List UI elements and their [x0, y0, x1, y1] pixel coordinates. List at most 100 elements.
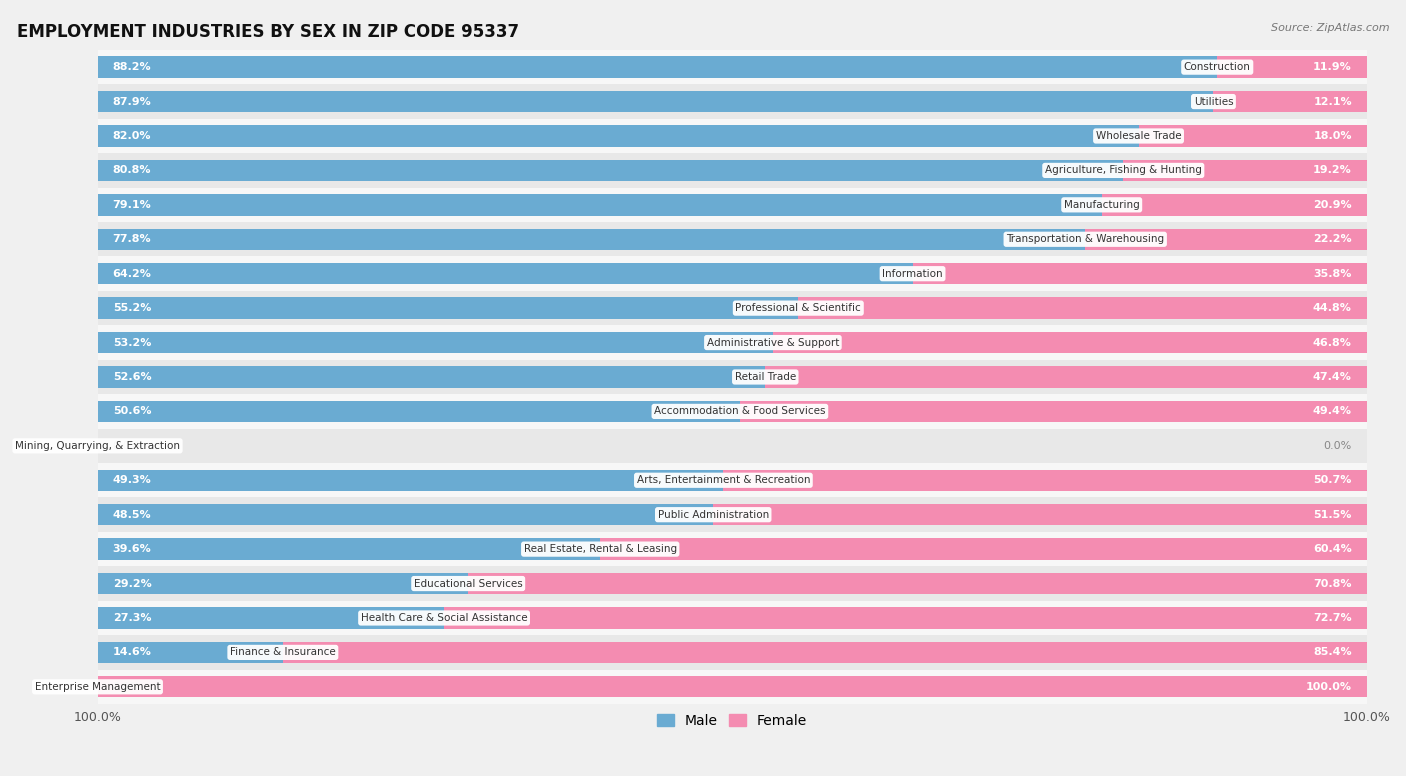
- Text: 70.8%: 70.8%: [1313, 579, 1351, 588]
- Bar: [97, 325, 1367, 360]
- Bar: [600, 539, 1367, 559]
- Bar: [713, 504, 1367, 525]
- Text: 52.6%: 52.6%: [112, 372, 152, 382]
- Text: 0.0%: 0.0%: [112, 441, 141, 451]
- Bar: [97, 194, 1102, 216]
- Bar: [97, 539, 600, 559]
- Text: 53.2%: 53.2%: [112, 338, 150, 348]
- Bar: [97, 497, 1367, 532]
- Text: 60.4%: 60.4%: [1313, 544, 1351, 554]
- Text: 46.8%: 46.8%: [1313, 338, 1351, 348]
- Bar: [97, 91, 1213, 113]
- Bar: [97, 400, 740, 422]
- Bar: [97, 636, 1367, 670]
- Bar: [97, 229, 1085, 250]
- Text: 29.2%: 29.2%: [112, 579, 152, 588]
- Bar: [97, 428, 1367, 463]
- Bar: [468, 573, 1367, 594]
- Bar: [97, 263, 912, 284]
- Bar: [97, 394, 1367, 428]
- Bar: [1213, 91, 1367, 113]
- Bar: [97, 153, 1367, 188]
- Bar: [799, 297, 1367, 319]
- Text: 88.2%: 88.2%: [112, 62, 152, 72]
- Text: EMPLOYMENT INDUSTRIES BY SEX IN ZIP CODE 95337: EMPLOYMENT INDUSTRIES BY SEX IN ZIP CODE…: [17, 23, 519, 41]
- Bar: [97, 57, 1218, 78]
- Bar: [97, 50, 1367, 85]
- Text: 80.8%: 80.8%: [112, 165, 152, 175]
- Text: Transportation & Warehousing: Transportation & Warehousing: [1007, 234, 1164, 244]
- Text: 18.0%: 18.0%: [1313, 131, 1351, 141]
- Text: 35.8%: 35.8%: [1313, 268, 1351, 279]
- Text: Manufacturing: Manufacturing: [1064, 200, 1140, 210]
- Text: 14.6%: 14.6%: [112, 647, 152, 657]
- Bar: [97, 119, 1367, 153]
- Bar: [97, 504, 713, 525]
- Bar: [765, 366, 1367, 388]
- Text: 77.8%: 77.8%: [112, 234, 152, 244]
- Bar: [724, 469, 1367, 491]
- Text: Retail Trade: Retail Trade: [735, 372, 796, 382]
- Text: 44.8%: 44.8%: [1313, 303, 1351, 314]
- Text: Enterprise Management: Enterprise Management: [35, 682, 160, 692]
- Text: Real Estate, Rental & Leasing: Real Estate, Rental & Leasing: [523, 544, 676, 554]
- Text: Health Care & Social Assistance: Health Care & Social Assistance: [361, 613, 527, 623]
- Text: Wholesale Trade: Wholesale Trade: [1095, 131, 1181, 141]
- Text: 50.6%: 50.6%: [112, 407, 152, 417]
- Text: 47.4%: 47.4%: [1313, 372, 1351, 382]
- Bar: [740, 400, 1367, 422]
- Text: Arts, Entertainment & Recreation: Arts, Entertainment & Recreation: [637, 475, 810, 485]
- Text: 12.1%: 12.1%: [1313, 96, 1351, 106]
- Text: Mining, Quarrying, & Extraction: Mining, Quarrying, & Extraction: [15, 441, 180, 451]
- Text: Agriculture, Fishing & Hunting: Agriculture, Fishing & Hunting: [1045, 165, 1202, 175]
- Bar: [444, 608, 1367, 629]
- Bar: [912, 263, 1367, 284]
- Text: Public Administration: Public Administration: [658, 510, 769, 520]
- Text: 79.1%: 79.1%: [112, 200, 152, 210]
- Bar: [97, 366, 765, 388]
- Text: 87.9%: 87.9%: [112, 96, 152, 106]
- Text: 49.3%: 49.3%: [112, 475, 152, 485]
- Text: 100.0%: 100.0%: [1306, 682, 1351, 692]
- Bar: [97, 332, 773, 353]
- Text: Accommodation & Food Services: Accommodation & Food Services: [654, 407, 825, 417]
- Bar: [97, 160, 1123, 181]
- Text: 11.9%: 11.9%: [1313, 62, 1351, 72]
- Text: 64.2%: 64.2%: [112, 268, 152, 279]
- Text: 27.3%: 27.3%: [112, 613, 152, 623]
- Text: Construction: Construction: [1184, 62, 1251, 72]
- Text: 49.4%: 49.4%: [1313, 407, 1351, 417]
- Bar: [97, 297, 799, 319]
- Bar: [1123, 160, 1367, 181]
- Legend: Male, Female: Male, Female: [652, 708, 813, 733]
- Text: 48.5%: 48.5%: [112, 510, 152, 520]
- Text: Utilities: Utilities: [1194, 96, 1233, 106]
- Text: 20.9%: 20.9%: [1313, 200, 1351, 210]
- Bar: [97, 257, 1367, 291]
- Bar: [97, 188, 1367, 222]
- Bar: [97, 85, 1367, 119]
- Bar: [773, 332, 1367, 353]
- Text: 50.7%: 50.7%: [1313, 475, 1351, 485]
- Bar: [97, 601, 1367, 636]
- Text: 72.7%: 72.7%: [1313, 613, 1351, 623]
- Bar: [97, 670, 1367, 704]
- Bar: [97, 291, 1367, 325]
- Bar: [97, 676, 1367, 698]
- Text: 22.2%: 22.2%: [1313, 234, 1351, 244]
- Text: 0.0%: 0.0%: [112, 682, 141, 692]
- Bar: [97, 469, 724, 491]
- Bar: [1102, 194, 1367, 216]
- Text: 39.6%: 39.6%: [112, 544, 152, 554]
- Text: 82.0%: 82.0%: [112, 131, 152, 141]
- Text: Information: Information: [882, 268, 943, 279]
- Bar: [97, 573, 468, 594]
- Bar: [97, 463, 1367, 497]
- Text: Professional & Scientific: Professional & Scientific: [735, 303, 860, 314]
- Bar: [283, 642, 1367, 663]
- Bar: [97, 125, 1139, 147]
- Bar: [97, 532, 1367, 566]
- Text: 55.2%: 55.2%: [112, 303, 150, 314]
- Text: Educational Services: Educational Services: [413, 579, 523, 588]
- Text: 0.0%: 0.0%: [1323, 441, 1351, 451]
